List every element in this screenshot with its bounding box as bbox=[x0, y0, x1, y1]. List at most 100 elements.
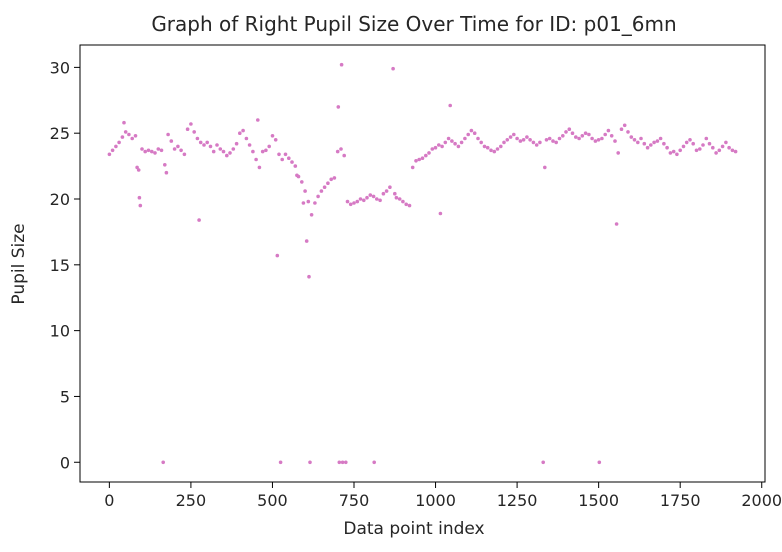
scatter-point bbox=[260, 149, 265, 154]
scatter-point bbox=[164, 170, 169, 175]
scatter-point bbox=[287, 156, 291, 160]
scatter-point bbox=[348, 202, 353, 207]
scatter-point bbox=[117, 140, 121, 145]
scatter-point bbox=[156, 147, 161, 151]
x-tick-label: 1250 bbox=[497, 491, 538, 510]
scatter-point bbox=[192, 130, 196, 134]
scatter-point bbox=[401, 199, 405, 204]
scatter-point bbox=[371, 194, 376, 199]
scatter-point bbox=[344, 460, 348, 465]
scatter-point bbox=[146, 148, 151, 153]
scatter-point bbox=[388, 185, 392, 189]
x-tick-label: 250 bbox=[176, 491, 207, 510]
scatter-point bbox=[143, 149, 147, 154]
scatter-point bbox=[316, 194, 320, 199]
scatter-point bbox=[619, 127, 624, 131]
scatter-point bbox=[564, 130, 568, 134]
scatter-point bbox=[469, 128, 474, 133]
plot-area-frame bbox=[79, 44, 766, 483]
scatter-point bbox=[698, 147, 702, 151]
scatter-point bbox=[547, 136, 552, 141]
y-axis-label: Pupil Size bbox=[9, 223, 29, 304]
scatter-point bbox=[365, 195, 369, 200]
scatter-point bbox=[463, 136, 467, 141]
scatter-point bbox=[339, 62, 344, 67]
scatter-point bbox=[122, 120, 126, 125]
scatter-point bbox=[433, 145, 438, 150]
scatter-point bbox=[182, 152, 187, 157]
scatter-point bbox=[570, 131, 575, 135]
scatter-point bbox=[309, 213, 314, 217]
scatter-point bbox=[649, 143, 653, 147]
scatter-point bbox=[264, 148, 268, 153]
scatter-point bbox=[508, 135, 513, 139]
scatter-point bbox=[172, 147, 177, 151]
scatter-point bbox=[275, 253, 280, 258]
scatter-point bbox=[133, 134, 138, 138]
scatter-point bbox=[479, 140, 484, 145]
scatter-point bbox=[655, 139, 660, 143]
scatter-point bbox=[574, 135, 578, 139]
scatter-point bbox=[543, 165, 547, 170]
scatter-point bbox=[211, 149, 216, 154]
scatter-point bbox=[225, 153, 229, 158]
scatter-point bbox=[362, 198, 366, 203]
scatter-point bbox=[691, 141, 695, 146]
scatter-point bbox=[730, 148, 735, 153]
scatter-point bbox=[495, 147, 500, 151]
scatter-point bbox=[241, 128, 245, 133]
scatter-point bbox=[410, 165, 415, 170]
x-axis-label: Data point index bbox=[343, 519, 484, 539]
scatter-point bbox=[489, 148, 493, 153]
scatter-point bbox=[335, 149, 340, 154]
scatter-point bbox=[313, 201, 317, 205]
scatter-point bbox=[381, 191, 386, 196]
x-tick-label: 0 bbox=[104, 491, 114, 510]
scatter-point bbox=[296, 174, 301, 179]
y-tick-label: 20 bbox=[50, 190, 70, 209]
scatter-point bbox=[668, 151, 673, 155]
y-tick-label: 10 bbox=[50, 322, 70, 341]
scatter-point bbox=[636, 140, 640, 145]
scatter-point bbox=[195, 136, 200, 141]
scatter-point bbox=[218, 147, 223, 151]
scatter-point bbox=[197, 218, 201, 222]
y-axis: 0 5 10 15 20 25 30 bbox=[50, 58, 80, 472]
scatter-point bbox=[358, 197, 363, 201]
scatter-point bbox=[378, 198, 382, 203]
x-axis: 0 250 500 750 1000 1250 1500 1750 2000 bbox=[104, 482, 782, 510]
scatter-point bbox=[724, 140, 728, 145]
scatter-point bbox=[267, 144, 272, 149]
scatter-point bbox=[301, 201, 306, 205]
scatter-point bbox=[485, 145, 490, 150]
scatter-point bbox=[561, 134, 565, 138]
scatter-point bbox=[472, 131, 477, 135]
scatter-point bbox=[393, 191, 397, 196]
x-tick-label: 1000 bbox=[415, 491, 456, 510]
scatter-point bbox=[600, 136, 604, 141]
scatter-point bbox=[135, 165, 139, 170]
scatter-point bbox=[614, 222, 619, 226]
scatter-point bbox=[221, 149, 226, 154]
scatter-point bbox=[492, 149, 497, 154]
scatter-point bbox=[397, 197, 402, 201]
scatter-point bbox=[652, 140, 656, 145]
scatter-point bbox=[326, 181, 330, 185]
scatter-point bbox=[626, 130, 630, 134]
y-tick-label: 5 bbox=[60, 387, 70, 406]
scatter-point bbox=[198, 140, 203, 145]
scatter-point bbox=[254, 157, 258, 162]
scatter-point bbox=[255, 118, 260, 122]
scatter-point bbox=[394, 195, 399, 200]
scatter-point bbox=[277, 152, 281, 157]
x-tick-label: 750 bbox=[339, 491, 370, 510]
scatter-point bbox=[280, 157, 285, 162]
scatter-point bbox=[518, 139, 523, 143]
scatter-point bbox=[466, 132, 471, 137]
scatter-point bbox=[456, 144, 461, 149]
scatter-point bbox=[544, 138, 549, 142]
scatter-point bbox=[185, 127, 190, 131]
scatter-point bbox=[707, 141, 712, 146]
y-tick-label: 30 bbox=[50, 58, 70, 77]
